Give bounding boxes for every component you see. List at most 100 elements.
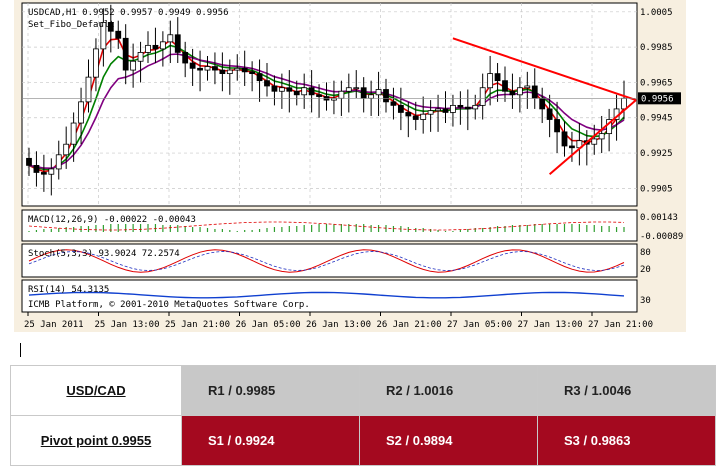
text-cursor [20, 343, 21, 357]
resistance-row: USD/CAD R1 / 0.9985 R2 / 1.0016 R3 / 1.0… [10, 365, 716, 416]
y-tick-label: 0.9905 [640, 184, 673, 194]
candle-body [167, 34, 174, 43]
stoch-tick-80: 80 [640, 248, 651, 258]
pair-label: USD/CAD [66, 383, 126, 398]
main-y-axis: 1.0005 0.9985 0.9965 0.9945 0.9925 0.9905 [640, 8, 673, 195]
candle-body [479, 87, 486, 106]
pivot-table: USD/CAD R1 / 0.9985 R2 / 1.0016 R3 / 1.0… [10, 365, 716, 466]
candle-body [256, 73, 263, 82]
candle-body [546, 108, 553, 120]
candle-body [502, 80, 508, 92]
x-tick-label: 25 Jan 2011 [24, 320, 84, 330]
pivot-cell: Pivot point 0.9955 [10, 415, 182, 466]
candle-body [70, 122, 77, 145]
candle-body [26, 157, 32, 166]
stoch-label: Stoch(5,3,3) 93.9024 72.2574 [28, 249, 180, 259]
candle-body [524, 85, 531, 89]
candle-body [345, 87, 352, 92]
candle-body [182, 52, 189, 64]
pivot-label: Pivot point 0.9955 [40, 433, 152, 448]
rsi-tick-30: 30 [640, 296, 651, 306]
candle-body [115, 30, 122, 39]
macd-tick-top: 0.00143 [640, 213, 678, 223]
candle-body [450, 104, 456, 113]
candle-body [152, 44, 159, 50]
candle-body [159, 41, 166, 50]
candle-body [472, 104, 479, 110]
candle-body [55, 154, 62, 170]
candle-body [271, 85, 278, 92]
candle-body [390, 101, 397, 106]
fibo-label: Set_Fibo_Default [28, 20, 115, 30]
candle-body [137, 52, 144, 62]
candle-body [621, 97, 627, 110]
candle-body [598, 133, 605, 140]
candle-body [122, 37, 129, 71]
candle-body [145, 44, 151, 53]
x-tick-label: 26 Jan 05:00 [236, 320, 301, 330]
macd-tick-bottom: -0.00089 [640, 232, 683, 242]
main-chart-title: USDCAD,H1 0.9952 0.9957 0.9949 0.9956 [28, 8, 228, 18]
candle-body [316, 94, 322, 97]
copyright-text: ICMB Platform, © 2001-2010 MetaQuotes So… [28, 300, 310, 310]
candle-body [397, 104, 404, 113]
candle-body [286, 87, 293, 92]
candle-body [561, 131, 568, 147]
r3-cell: R3 / 1.0046 [537, 365, 716, 416]
x-tick-label: 26 Jan 21:00 [377, 320, 442, 330]
trendlines [452, 37, 637, 175]
candle-body [249, 71, 256, 75]
candle-body [85, 76, 92, 103]
candle-body [293, 90, 300, 96]
candle-body [40, 172, 47, 175]
candle-body [531, 85, 538, 99]
macd-label: MACD(12,26,9) -0.00022 -0.00043 [28, 215, 196, 225]
s2-cell: S2 / 0.9894 [359, 415, 538, 466]
time-axis: 25 Jan 2011 25 Jan 13:00 25 Jan 21:00 26 Ja… [24, 312, 653, 330]
y-tick-label: 0.9945 [640, 114, 673, 124]
candle-body [591, 138, 598, 145]
candle-body [383, 89, 389, 103]
candle-body [78, 101, 84, 124]
support-row: Pivot point 0.9955 S1 / 0.9924 S2 / 0.98… [10, 415, 716, 466]
x-tick-label: 27 Jan 05:00 [447, 320, 512, 330]
candle-body [412, 115, 419, 120]
candle-body [539, 97, 546, 110]
s1-cell: S1 / 0.9924 [181, 415, 360, 466]
macd-histogram [28, 221, 625, 232]
candle-body [48, 168, 55, 175]
r1-cell: R1 / 0.9985 [181, 365, 360, 416]
candle-body [234, 67, 241, 71]
trendline-upper [452, 37, 637, 102]
rsi-line [28, 291, 625, 299]
rsi-label: RSI(14) 54.3135 [28, 285, 109, 295]
candle-body [301, 87, 308, 96]
candle-body [189, 62, 196, 69]
current-price-label: 0.9956 [641, 94, 674, 104]
s3-cell: S3 / 0.9863 [537, 415, 716, 466]
candle-body [264, 80, 270, 87]
candle-body [368, 94, 375, 99]
candle-body [100, 22, 107, 50]
candle-body [308, 87, 315, 96]
candle-body [33, 164, 40, 173]
candle-body [93, 48, 99, 78]
trendline-lower [548, 99, 637, 175]
candle-body [509, 90, 516, 96]
y-tick-label: 0.9965 [640, 78, 673, 88]
candle-body [219, 69, 226, 75]
rsi-panel [21, 279, 638, 313]
candle-body [435, 108, 441, 112]
candle-body [107, 22, 114, 32]
candle-body [278, 87, 285, 92]
x-tick-label: 27 Jan 21:00 [588, 320, 653, 330]
y-tick-label: 1.0005 [640, 8, 673, 18]
y-tick-label: 0.9985 [640, 43, 673, 53]
candle-body [420, 113, 427, 120]
candle-body [375, 89, 382, 96]
candles [26, 4, 627, 196]
stochastic-lines [28, 249, 625, 273]
candle-body [63, 143, 70, 156]
candle-body [457, 104, 464, 108]
pair-cell: USD/CAD [10, 365, 182, 416]
